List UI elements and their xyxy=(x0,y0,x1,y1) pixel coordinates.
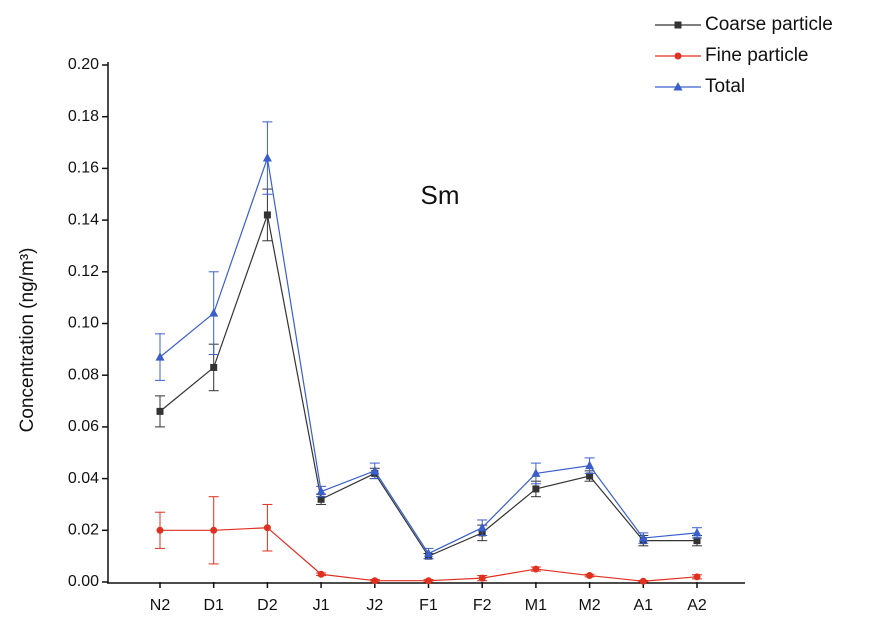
y-tick-label: 0.10 xyxy=(68,315,99,332)
series-line xyxy=(159,157,698,555)
data-point xyxy=(317,570,325,578)
y-axis-label: Concentration (ng/m³) xyxy=(17,248,38,433)
x-tick-label: N2 xyxy=(150,597,171,614)
data-point xyxy=(263,524,271,532)
data-point xyxy=(209,308,219,317)
data-point xyxy=(531,468,541,477)
data-point xyxy=(263,211,271,219)
data-point xyxy=(262,153,272,162)
data-point xyxy=(370,465,380,475)
x-tick-label: M2 xyxy=(578,597,600,614)
data-point xyxy=(371,577,379,585)
y-tick-label: 0.06 xyxy=(68,418,99,435)
y-tick-label: 0.04 xyxy=(68,470,99,487)
y-tick-label: 0.14 xyxy=(68,211,99,228)
data-point xyxy=(586,472,594,480)
legend-marker xyxy=(673,82,683,91)
data-point xyxy=(585,460,595,470)
x-tick-label: F2 xyxy=(473,597,492,614)
x-tick-label: J1 xyxy=(313,597,330,614)
data-point xyxy=(210,363,218,371)
legend-marker xyxy=(674,21,682,29)
data-point xyxy=(210,526,218,534)
data-point xyxy=(692,527,702,537)
data-point xyxy=(638,533,648,542)
y-tick-label: 0.16 xyxy=(68,160,99,177)
data-point xyxy=(477,522,487,532)
data-point xyxy=(424,548,433,558)
data-point xyxy=(532,565,540,573)
y-tick-label: 0.12 xyxy=(68,263,99,280)
data-point xyxy=(156,407,164,415)
data-point xyxy=(317,495,325,503)
x-tick-label: D2 xyxy=(257,597,278,614)
data-point xyxy=(693,573,701,581)
data-point xyxy=(155,352,165,361)
x-tick-label: M1 xyxy=(525,597,547,614)
y-tick-label: 0.02 xyxy=(68,522,99,539)
x-tick-label: A1 xyxy=(634,597,654,614)
x-tick-label: D1 xyxy=(203,597,224,614)
y-tick-label: 0.08 xyxy=(68,366,99,383)
legend-label: Total xyxy=(705,76,745,97)
x-tick-label: A2 xyxy=(687,597,707,614)
legend-label: Fine particle xyxy=(705,45,809,66)
data-point xyxy=(532,485,540,493)
data-point xyxy=(586,572,594,580)
data-point xyxy=(156,526,164,534)
data-point xyxy=(425,577,432,585)
series-line xyxy=(159,212,697,557)
data-point xyxy=(316,486,326,496)
y-tick-label: 0.00 xyxy=(68,573,99,590)
data-point xyxy=(693,537,701,545)
data-point xyxy=(478,574,486,582)
x-tick-label: F1 xyxy=(419,597,438,614)
x-tick-label: J2 xyxy=(366,597,383,614)
legend-marker xyxy=(674,52,682,60)
data-point xyxy=(639,577,647,585)
y-tick-label: 0.18 xyxy=(68,108,99,125)
y-tick-label: 0.20 xyxy=(68,56,99,73)
legend-label: Coarse particle xyxy=(705,14,833,35)
chart-title: Sm xyxy=(421,180,460,210)
